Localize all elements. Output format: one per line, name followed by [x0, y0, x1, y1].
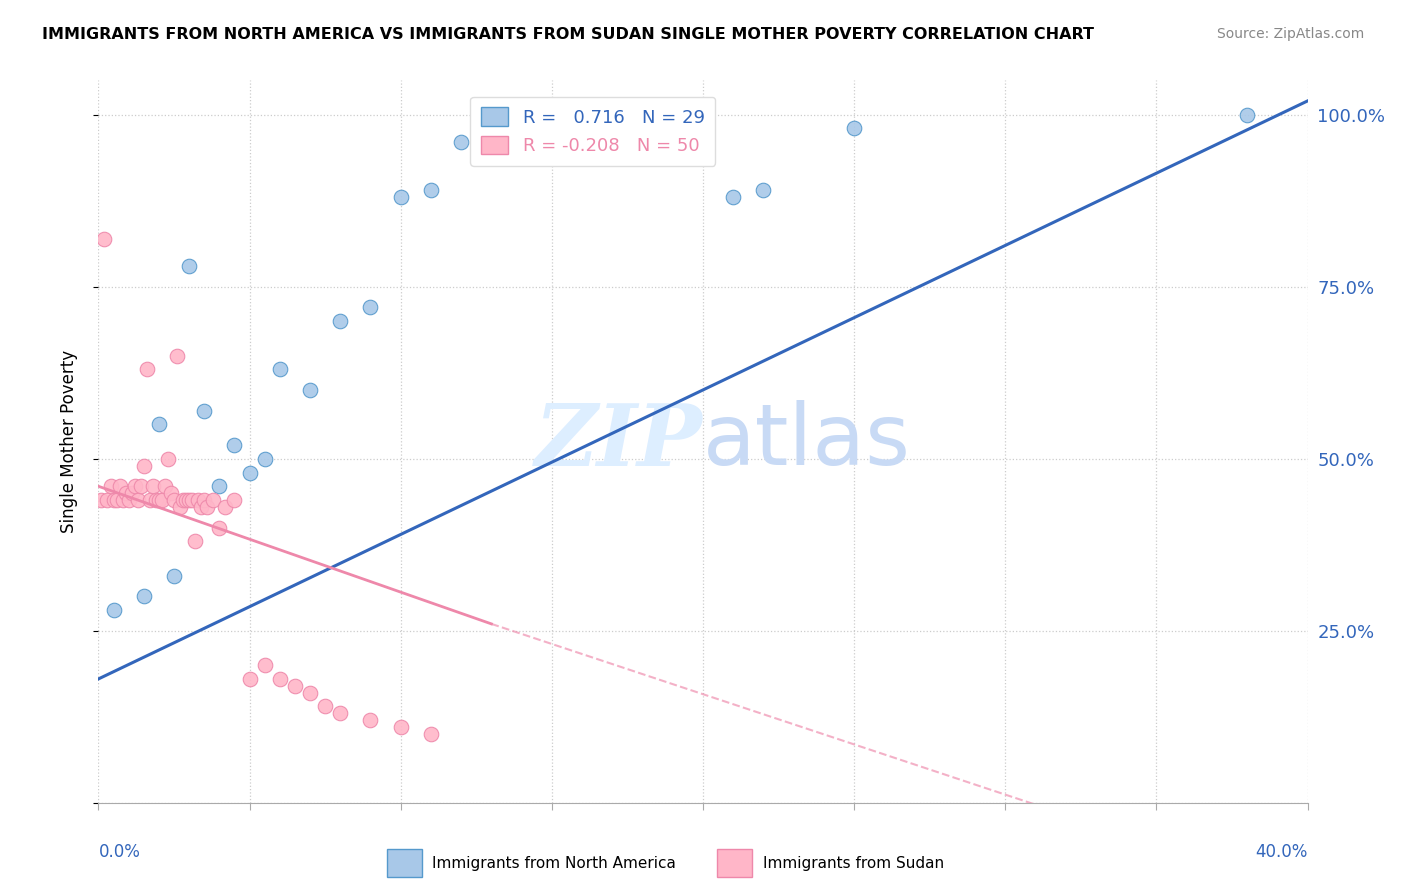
Text: Immigrants from Sudan: Immigrants from Sudan	[762, 855, 943, 871]
Point	[360, 713, 382, 727]
Point	[202, 493, 225, 508]
Point	[661, 128, 683, 143]
Point	[145, 493, 167, 508]
Point	[111, 493, 134, 508]
Point	[105, 493, 128, 508]
Point	[510, 142, 533, 156]
Point	[208, 479, 231, 493]
Point	[156, 451, 179, 466]
Point	[1236, 108, 1258, 122]
Point	[450, 135, 472, 149]
Point	[103, 603, 125, 617]
Point	[752, 183, 775, 197]
Point	[163, 568, 186, 582]
Point	[214, 500, 236, 514]
Point	[420, 727, 443, 741]
Point	[284, 679, 307, 693]
Point	[108, 479, 131, 493]
Point	[142, 479, 165, 493]
Point	[360, 301, 382, 315]
Point	[389, 720, 412, 734]
Point	[169, 500, 191, 514]
Point	[172, 493, 194, 508]
Point	[139, 493, 162, 508]
Point	[193, 493, 215, 508]
Point	[723, 190, 745, 204]
Point	[299, 383, 322, 397]
Point	[253, 451, 276, 466]
Point	[481, 128, 503, 143]
Point	[93, 231, 115, 245]
Point	[224, 438, 246, 452]
Point	[160, 486, 183, 500]
Point	[844, 121, 866, 136]
Point	[208, 520, 231, 534]
Point	[166, 349, 188, 363]
Point	[118, 493, 141, 508]
Text: Source: ZipAtlas.com: Source: ZipAtlas.com	[1216, 27, 1364, 41]
Point	[329, 706, 352, 721]
Point	[179, 493, 201, 508]
Point	[148, 493, 170, 508]
Point	[90, 493, 112, 508]
Point	[121, 486, 143, 500]
Point	[127, 493, 149, 508]
Point	[187, 493, 209, 508]
Point	[239, 466, 262, 480]
Point	[193, 403, 215, 417]
Point	[190, 500, 212, 514]
Point	[174, 493, 197, 508]
Point	[269, 362, 291, 376]
Point	[132, 590, 155, 604]
Point	[179, 259, 201, 273]
Legend: R =   0.716   N = 29, R = -0.208   N = 50: R = 0.716 N = 29, R = -0.208 N = 50	[470, 96, 716, 166]
Point	[163, 493, 186, 508]
Point	[129, 479, 152, 493]
Point	[184, 534, 207, 549]
Point	[153, 479, 176, 493]
Y-axis label: Single Mother Poverty: Single Mother Poverty	[59, 350, 77, 533]
Point	[148, 417, 170, 432]
FancyBboxPatch shape	[387, 849, 422, 877]
Point	[631, 128, 654, 143]
Point	[299, 686, 322, 700]
Point	[195, 500, 218, 514]
Point	[114, 486, 136, 500]
Point	[150, 493, 173, 508]
Point	[181, 493, 204, 508]
Point	[253, 658, 276, 673]
Point	[571, 128, 593, 143]
Point	[540, 128, 562, 143]
Point	[124, 479, 146, 493]
Point	[314, 699, 336, 714]
Point	[100, 479, 122, 493]
Point	[224, 493, 246, 508]
Point	[103, 493, 125, 508]
Text: 40.0%: 40.0%	[1256, 843, 1308, 861]
Point	[602, 128, 624, 143]
Text: 0.0%: 0.0%	[98, 843, 141, 861]
Text: atlas: atlas	[703, 400, 911, 483]
Text: Immigrants from North America: Immigrants from North America	[433, 855, 676, 871]
Point	[135, 362, 157, 376]
Text: ZIP: ZIP	[536, 400, 703, 483]
Point	[420, 183, 443, 197]
Point	[269, 672, 291, 686]
Point	[132, 458, 155, 473]
FancyBboxPatch shape	[717, 849, 752, 877]
Point	[239, 672, 262, 686]
Point	[692, 128, 714, 143]
Point	[96, 493, 118, 508]
Point	[389, 190, 412, 204]
Point	[329, 314, 352, 328]
Text: IMMIGRANTS FROM NORTH AMERICA VS IMMIGRANTS FROM SUDAN SINGLE MOTHER POVERTY COR: IMMIGRANTS FROM NORTH AMERICA VS IMMIGRA…	[42, 27, 1094, 42]
